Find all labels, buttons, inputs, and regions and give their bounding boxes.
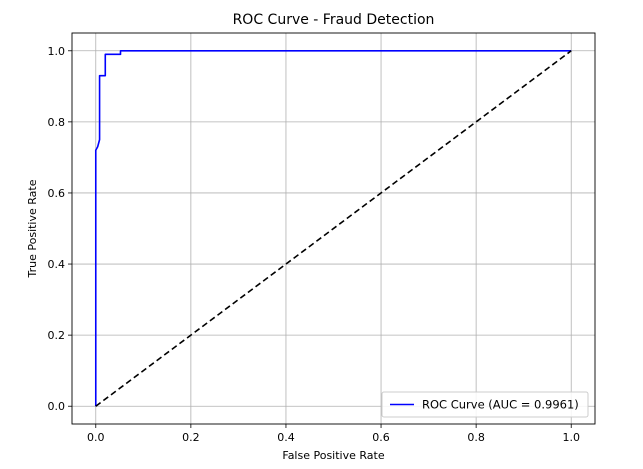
x-tick-label: 0.2 [182,431,200,444]
x-axis-label: False Positive Rate [282,449,384,462]
x-tick-label: 1.0 [562,431,580,444]
chart-title: ROC Curve - Fraud Detection [233,12,435,28]
y-tick-label: 0.2 [48,329,66,342]
plot-frame [71,32,596,425]
legend-label-roc: ROC Curve (AUC = 0.9961) [422,398,579,412]
legend: ROC Curve (AUC = 0.9961) [381,391,589,418]
x-tick-label: 0.8 [467,431,485,444]
x-tick-label: 0.0 [87,431,105,444]
y-tick-label: 0.8 [48,116,66,129]
y-tick-label: 0.4 [48,258,66,271]
y-tick-label: 1.0 [48,45,66,58]
y-tick-label: 0.6 [48,187,66,200]
x-tick-label: 0.6 [372,431,390,444]
legend-box [381,391,589,418]
axis-ticks: 0.0 0.2 0.4 0.6 0.8 1.0 0.0 0.2 0.4 0.6 0.8 1.0 [48,45,580,444]
y-axis-label: True Positive Rate [26,179,39,278]
roc-curve-line [94,49,572,407]
series-layer [94,49,572,407]
y-tick-label: 0.0 [48,400,66,413]
grid-lines [72,33,595,424]
random-baseline-line [95,50,572,407]
x-tick-label: 0.4 [277,431,295,444]
